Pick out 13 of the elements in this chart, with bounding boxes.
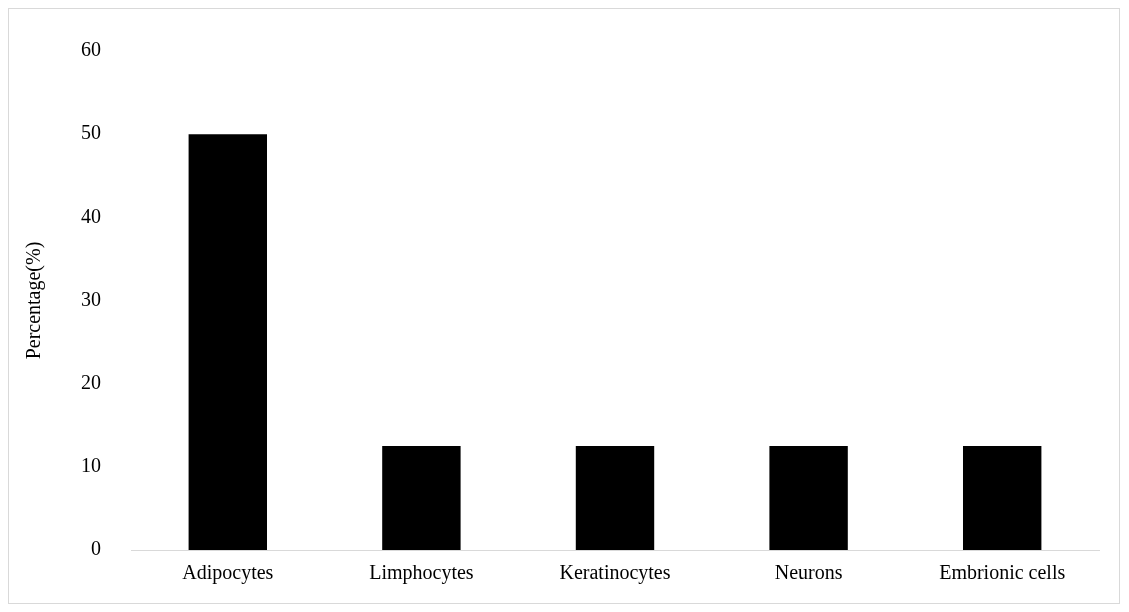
y-tick-label: 30 bbox=[81, 287, 101, 310]
y-tick-label: 40 bbox=[81, 204, 101, 227]
y-tick-label: 60 bbox=[81, 38, 101, 61]
x-tick-label: Adipocytes bbox=[182, 561, 274, 585]
y-tick-label: 0 bbox=[91, 537, 101, 560]
x-tick-label: Keratinocytes bbox=[559, 561, 671, 585]
x-tick-label: Limphocytes bbox=[369, 561, 474, 585]
y-tick-label: 50 bbox=[81, 121, 101, 144]
x-tick-label: Neurons bbox=[774, 561, 843, 584]
x-tick-label: Embrionic cells bbox=[939, 561, 1066, 584]
y-axis-title: Percentage(%) bbox=[22, 241, 46, 360]
y-tick-label: 10 bbox=[81, 454, 101, 477]
y-tick-label: 20 bbox=[81, 370, 101, 393]
